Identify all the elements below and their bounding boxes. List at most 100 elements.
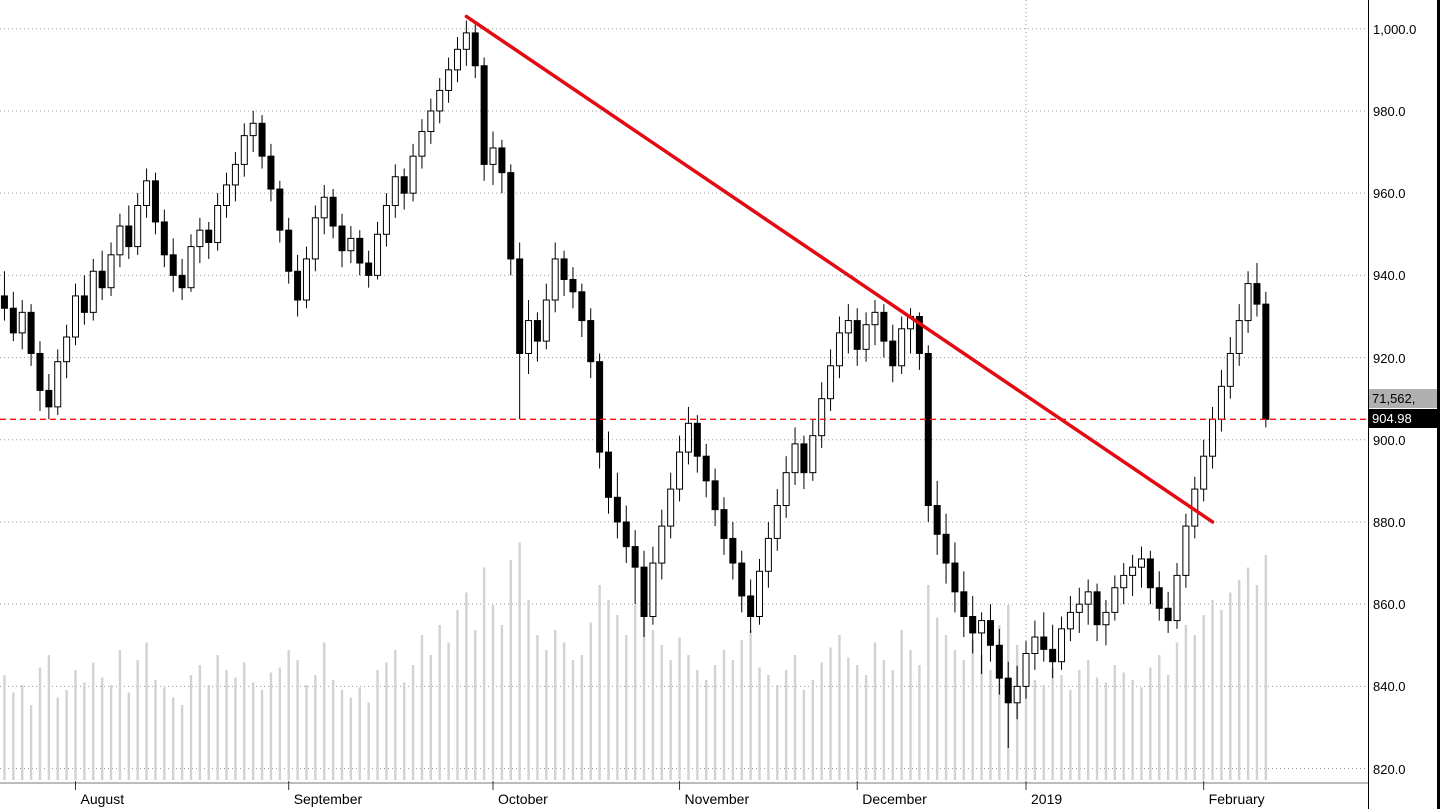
candle-body <box>844 320 852 334</box>
y-axis-label: 820.0 <box>1373 761 1406 777</box>
candle-body <box>782 472 790 507</box>
candle-body <box>276 188 284 231</box>
volume-bar <box>420 635 424 780</box>
candle-body <box>649 562 657 617</box>
candle-body <box>107 254 115 289</box>
volume-bar <box>38 667 42 780</box>
x-axis-label: February <box>1209 791 1265 807</box>
volume-bar <box>829 647 832 780</box>
volume-bar <box>1060 675 1063 780</box>
candle <box>0 271 8 321</box>
candle-body <box>36 352 44 391</box>
volume-bar <box>331 680 335 780</box>
candle-body <box>418 131 426 157</box>
candle <box>178 258 186 301</box>
candle-body <box>747 595 755 617</box>
candle <box>1182 513 1190 588</box>
candle <box>382 193 390 247</box>
volume-bar <box>260 690 264 780</box>
volume-bar <box>1166 675 1170 780</box>
candle <box>311 205 319 272</box>
candle-body <box>800 443 808 474</box>
x-axis-label: August <box>81 791 125 807</box>
volume-bar <box>545 650 548 780</box>
volume-bar <box>767 675 770 780</box>
candle <box>418 119 426 169</box>
candle <box>214 193 222 251</box>
candle <box>560 250 568 296</box>
candle <box>36 341 44 411</box>
volume-bar <box>713 665 717 780</box>
volume-bar <box>1202 615 1205 780</box>
x-axis-label: December <box>862 791 927 807</box>
candle-body <box>889 340 897 367</box>
volume-bar <box>1220 610 1223 780</box>
candle-body <box>791 443 799 474</box>
candle <box>27 304 35 366</box>
candle <box>231 152 239 202</box>
candle-body <box>480 65 488 165</box>
y-axis-label: 860.0 <box>1373 597 1406 613</box>
candle <box>844 304 852 354</box>
candle <box>356 230 364 276</box>
candle-body <box>1200 455 1208 490</box>
candle <box>764 521 772 588</box>
candle-body <box>1137 558 1145 568</box>
candle-body <box>427 110 435 133</box>
candle-body <box>533 320 541 342</box>
candle-body <box>134 204 142 248</box>
candle-body <box>116 225 124 256</box>
candle-body <box>969 615 977 634</box>
volume-bar <box>1033 680 1037 780</box>
candle <box>400 168 408 210</box>
volume-bar <box>189 675 193 780</box>
volume-bar <box>500 625 504 780</box>
candle <box>1093 583 1101 642</box>
volume-bar <box>234 677 237 780</box>
candle <box>1164 591 1172 633</box>
volume-bar <box>1086 660 1090 780</box>
volume-tag: 71,562, <box>1369 389 1438 409</box>
candle <box>1058 616 1066 670</box>
volume-bar <box>154 680 157 780</box>
right-border-bar <box>1437 0 1440 809</box>
volume-bar <box>758 667 761 780</box>
volume-bar <box>323 642 326 780</box>
candle <box>365 250 373 288</box>
candle-body <box>835 332 843 367</box>
x-axis-label: November <box>685 791 750 807</box>
candle-body <box>453 48 461 71</box>
volume-bar <box>456 610 459 780</box>
candle <box>125 205 133 259</box>
volume-bar <box>1024 662 1028 780</box>
candle <box>391 164 399 218</box>
candle-body <box>1111 587 1119 613</box>
candle-body <box>507 172 515 260</box>
candle <box>525 300 533 375</box>
candle-body <box>693 422 701 457</box>
candle-body <box>738 562 746 597</box>
candle-body <box>409 155 417 194</box>
volume-bar <box>269 672 273 780</box>
volume-bar <box>491 605 495 780</box>
volume-bar <box>180 705 184 780</box>
candle-body <box>231 163 239 186</box>
volume-bar <box>633 605 637 780</box>
candle <box>951 542 959 613</box>
candle-body <box>1058 628 1066 663</box>
candle <box>462 20 470 66</box>
candle-body <box>853 320 861 350</box>
candle <box>1084 579 1092 625</box>
candle <box>347 226 355 264</box>
candle-body <box>267 155 275 190</box>
candle <box>773 489 781 551</box>
candle-body <box>471 32 479 67</box>
volume-bar <box>536 635 539 780</box>
candle <box>1253 263 1261 317</box>
candle-body <box>249 122 257 137</box>
volume-bar <box>571 660 575 780</box>
last-price-tag: 904.98 <box>1369 409 1438 429</box>
candle-body <box>818 398 826 437</box>
candle-body <box>54 361 62 408</box>
volume-bar <box>651 630 655 780</box>
